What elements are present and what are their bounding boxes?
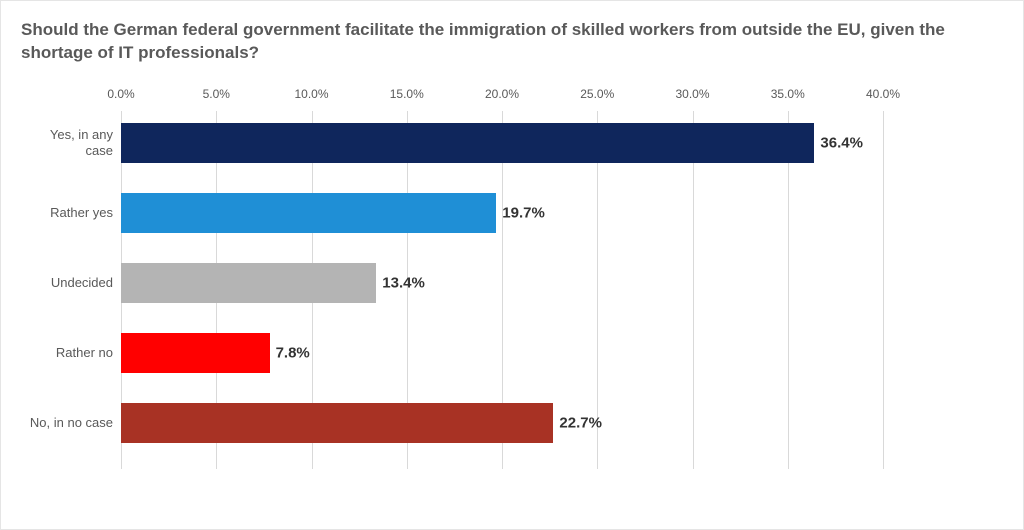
x-tick-label: 5.0%	[203, 87, 230, 101]
bar: 13.4%	[121, 263, 376, 303]
x-tick-label: 25.0%	[580, 87, 614, 101]
x-tick-label: 20.0%	[485, 87, 519, 101]
bar: 36.4%	[121, 123, 814, 163]
chart-title: Should the German federal government fac…	[21, 19, 1003, 65]
bar-row: No, in no case22.7%	[121, 403, 883, 443]
category-label: Undecided	[21, 275, 121, 291]
value-label: 7.8%	[270, 344, 310, 361]
x-tick-label: 40.0%	[866, 87, 900, 101]
x-tick-label: 35.0%	[771, 87, 805, 101]
value-label: 19.7%	[496, 204, 545, 221]
bar-row: Yes, in any case36.4%	[121, 123, 883, 163]
x-tick-label: 0.0%	[107, 87, 134, 101]
x-tick-label: 15.0%	[390, 87, 424, 101]
category-label: Yes, in any case	[21, 127, 121, 160]
bar-row: Rather no7.8%	[121, 333, 883, 373]
x-tick-label: 30.0%	[675, 87, 709, 101]
bar: 22.7%	[121, 403, 553, 443]
chart-container: Should the German federal government fac…	[21, 19, 1003, 499]
x-tick-label: 10.0%	[294, 87, 328, 101]
gridline	[883, 111, 884, 469]
bars-area: Yes, in any case36.4% Rather yes19.7% Unde…	[121, 111, 883, 469]
category-label: Rather yes	[21, 205, 121, 221]
value-label: 22.7%	[553, 414, 602, 431]
bar-row: Undecided13.4%	[121, 263, 883, 303]
bar: 7.8%	[121, 333, 270, 373]
category-label: No, in no case	[21, 415, 121, 431]
value-label: 13.4%	[376, 274, 425, 291]
category-label: Rather no	[21, 345, 121, 361]
value-label: 36.4%	[814, 134, 863, 151]
bar: 19.7%	[121, 193, 496, 233]
bar-row: Rather yes19.7%	[121, 193, 883, 233]
plot-area: 0.0%5.0%10.0%15.0%20.0%25.0%30.0%35.0%40…	[121, 87, 1003, 469]
